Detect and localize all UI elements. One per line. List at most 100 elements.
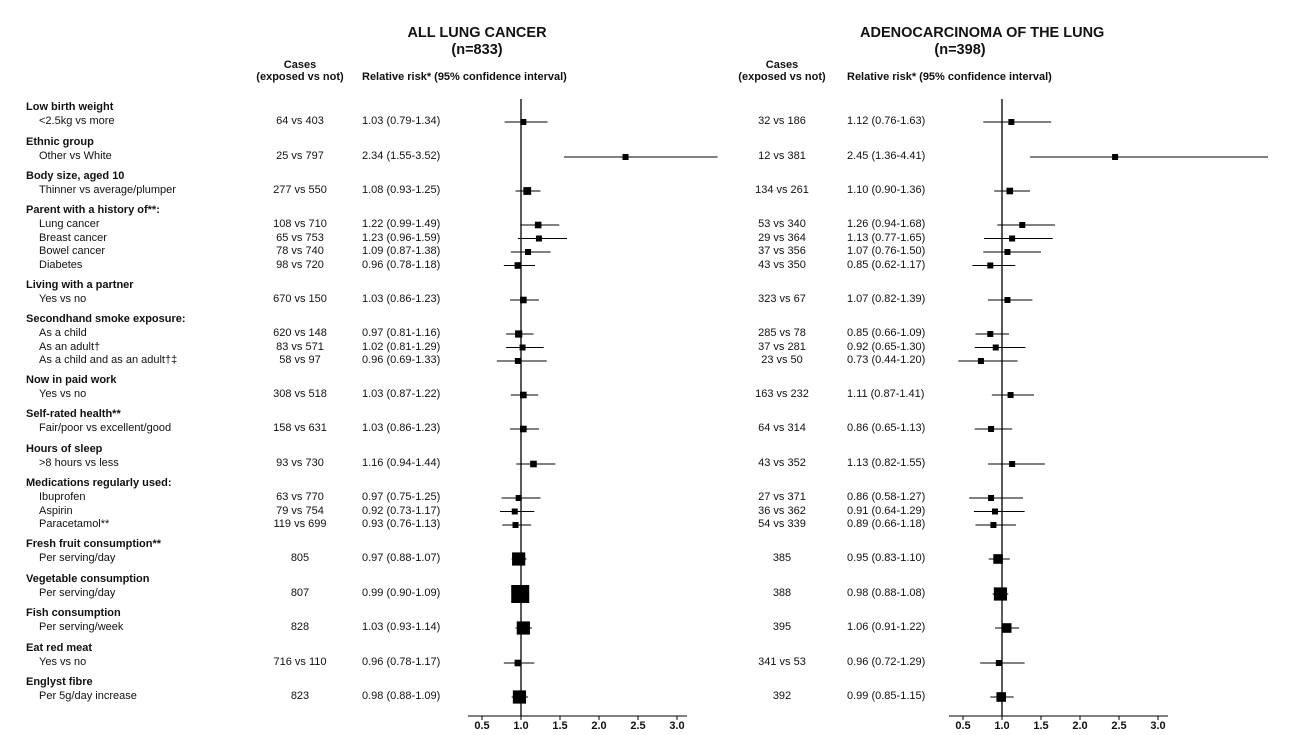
rr-ci-value: 0.96 (0.69-1.33) <box>362 354 441 366</box>
point-estimate-marker <box>514 659 522 667</box>
point-estimate-marker <box>514 358 521 364</box>
cases-value: 63 vs 770 <box>276 491 324 503</box>
cases-value: 805 <box>290 552 310 564</box>
row-label: <2.5kg vs more <box>39 115 115 127</box>
group-label: Secondhand smoke exposure: <box>26 313 186 325</box>
point-estimate-marker <box>991 508 998 515</box>
x-tick-label: 0.5 <box>955 720 971 732</box>
group-label: Hours of sleep <box>26 443 103 455</box>
point-estimate-marker <box>511 508 518 515</box>
rr-ci-value: 1.10 (0.90-1.36) <box>847 184 926 196</box>
point-estimate-marker <box>988 426 995 432</box>
rr-header: Relative risk* (95% confidence interval) <box>847 71 1052 83</box>
point-estimate-marker <box>514 262 522 269</box>
rr-ci-value: 1.13 (0.77-1.65) <box>847 231 926 244</box>
point-estimate-marker <box>1006 187 1014 195</box>
group-label: Vegetable consumption <box>26 573 150 585</box>
point-estimate-marker <box>520 296 527 304</box>
x-tick-label: 1.0 <box>513 720 529 732</box>
cases-value: 79 vs 754 <box>276 504 324 517</box>
cases-value: 395 <box>772 621 792 633</box>
rr-ci-value: 0.93 (0.76-1.13) <box>362 518 441 530</box>
rr-ci-value: 0.96 (0.78-1.17) <box>362 656 441 668</box>
point-estimate-marker <box>512 522 519 528</box>
row-label: Yes vs no <box>39 293 87 305</box>
row-label: Yes vs no <box>39 388 87 400</box>
cases-value: 64 vs 314 <box>758 422 806 434</box>
row-label: As a child and as an adult†‡ <box>39 354 178 366</box>
cases-value: 108 vs 710 <box>273 218 327 230</box>
point-estimate-marker <box>1004 297 1011 303</box>
point-estimate-marker <box>987 331 994 337</box>
group-label: Medications regularly used: <box>26 477 172 489</box>
point-estimate-marker <box>519 344 526 351</box>
panel-subtitle: (n=398) <box>934 42 986 58</box>
point-estimate-marker <box>987 262 994 269</box>
cases-value: 823 <box>290 690 310 702</box>
group-label: Englyst fibre <box>26 676 93 688</box>
point-estimate-marker <box>993 587 1008 601</box>
cases-value: 25 vs 797 <box>276 150 324 162</box>
rr-ci-value: 1.07 (0.76-1.50) <box>847 245 926 257</box>
rr-ci-value: 0.85 (0.62-1.17) <box>847 258 926 271</box>
rr-ci-value: 1.07 (0.82-1.39) <box>847 293 926 305</box>
point-estimate-marker <box>1009 235 1016 242</box>
rr-ci-value: 0.97 (0.88-1.07) <box>362 552 441 564</box>
row-label: Fair/poor vs excellent/good <box>39 422 172 434</box>
row-label: Paracetamol** <box>39 518 110 530</box>
rr-ci-value: 0.98 (0.88-1.08) <box>847 587 926 599</box>
cases-value: 285 vs 78 <box>758 327 806 339</box>
point-estimate-marker <box>516 621 530 635</box>
point-estimate-marker <box>1008 119 1015 125</box>
group-label: Now in paid work <box>26 374 117 386</box>
row-label: Yes vs no <box>39 656 87 668</box>
point-estimate-marker <box>525 249 532 255</box>
rr-ci-value: 0.91 (0.64-1.29) <box>847 504 926 517</box>
cases-value: 134 vs 261 <box>755 184 809 196</box>
rr-ci-value: 1.06 (0.91-1.22) <box>847 621 926 633</box>
point-estimate-marker <box>622 154 629 160</box>
cases-value: 83 vs 571 <box>276 340 324 353</box>
rr-ci-value: 0.92 (0.73-1.17) <box>362 504 441 517</box>
group-label: Fish consumption <box>26 607 121 619</box>
group-label: Ethnic group <box>26 136 94 148</box>
rr-ci-value: 1.23 (0.96-1.59) <box>362 231 441 244</box>
cases-value: 78 vs 740 <box>276 245 324 257</box>
point-estimate-marker <box>1001 623 1012 633</box>
cases-value: 64 vs 403 <box>276 115 324 127</box>
x-tick-label: 3.0 <box>1150 720 1166 732</box>
point-estimate-marker <box>995 660 1002 666</box>
point-estimate-marker <box>515 330 523 338</box>
cases-value: 37 vs 356 <box>758 245 806 257</box>
point-estimate-marker <box>1004 249 1011 255</box>
x-tick-label: 1.5 <box>552 720 568 732</box>
point-estimate-marker <box>1112 154 1119 160</box>
x-tick-label: 0.5 <box>474 720 490 732</box>
rr-ci-value: 0.95 (0.83-1.10) <box>847 552 926 564</box>
rr-ci-value: 0.98 (0.88-1.09) <box>362 690 441 702</box>
rr-ci-value: 1.03 (0.93-1.14) <box>362 621 441 633</box>
cases-value: 392 <box>772 690 792 702</box>
group-label: Parent with a history of**: <box>26 204 160 216</box>
cases-value: 58 vs 97 <box>279 354 321 366</box>
cases-value: 12 vs 381 <box>758 150 806 162</box>
point-estimate-marker <box>1009 461 1016 467</box>
rr-ci-value: 1.22 (0.99-1.49) <box>362 218 441 230</box>
group-label: Eat red meat <box>26 642 93 654</box>
rr-ci-value: 0.97 (0.81-1.16) <box>362 327 441 339</box>
x-tick-label: 3.0 <box>669 720 685 732</box>
x-tick-label: 2.0 <box>591 720 607 732</box>
cases-header: Cases <box>765 59 799 71</box>
cases-value: 65 vs 753 <box>276 231 324 244</box>
group-label: Fresh fruit consumption** <box>26 538 162 550</box>
row-label: Lung cancer <box>39 218 100 230</box>
cases-value: 158 vs 631 <box>273 422 327 434</box>
point-estimate-marker <box>523 187 532 195</box>
cases-value: 670 vs 150 <box>273 293 327 305</box>
point-estimate-marker <box>996 692 1007 702</box>
point-estimate-marker <box>515 495 522 501</box>
point-estimate-marker <box>520 425 527 433</box>
x-tick-label: 2.5 <box>1111 720 1127 732</box>
rr-ci-value: 0.86 (0.65-1.13) <box>847 422 926 434</box>
